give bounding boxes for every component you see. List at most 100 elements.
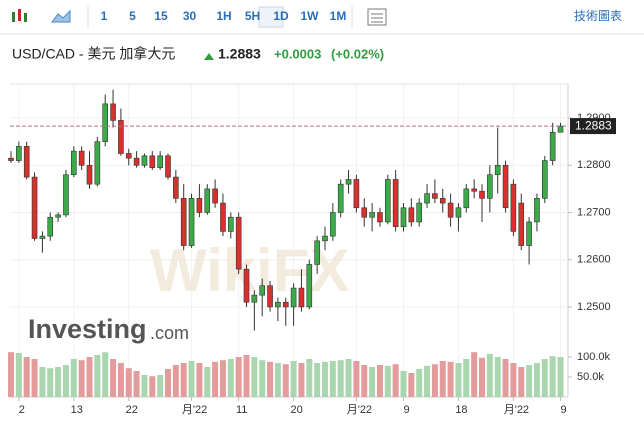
volume-bar (298, 363, 305, 397)
candle-body (110, 103, 116, 121)
candle-body (487, 174, 493, 199)
active-interval-bg (258, 6, 284, 28)
volume-bar (125, 368, 132, 397)
candle-body (94, 141, 101, 185)
candle-body (47, 216, 54, 237)
candle-body (149, 155, 156, 168)
volume-bar (55, 367, 62, 397)
candle-body (165, 155, 171, 178)
candle-body (204, 188, 211, 213)
volume-bar (361, 365, 368, 397)
candle-body (526, 221, 532, 246)
candle-body (39, 235, 46, 239)
volume-bar (463, 359, 470, 397)
volume-bar (329, 361, 336, 397)
candle-body (235, 216, 242, 270)
candle-body (259, 285, 266, 296)
volume-bar (259, 360, 266, 397)
candle-body (118, 120, 124, 154)
x-tick-label: 月'22 (504, 404, 529, 416)
y-tick-label: 1.2600 (577, 254, 611, 266)
candle-body (541, 160, 548, 199)
interval-button[interactable]: 1M (330, 9, 347, 23)
volume-bar (455, 363, 462, 397)
candle-body (337, 183, 344, 213)
candle-body (180, 198, 187, 246)
candle-body (298, 287, 305, 308)
x-tick-label: 13 (71, 404, 83, 416)
interval-button[interactable]: 5 (129, 9, 136, 23)
volume-bar (479, 357, 485, 397)
candle-body (196, 198, 203, 213)
interval-button[interactable]: 5H (245, 9, 260, 23)
candle-body (63, 174, 69, 216)
candle-body (377, 212, 383, 223)
candle-body (502, 164, 509, 209)
candle-body (510, 183, 517, 232)
volume-bar (212, 361, 219, 397)
candle-body (290, 287, 297, 308)
candle-body (251, 294, 258, 303)
price-tag (570, 118, 616, 135)
interval-button[interactable]: 30 (183, 9, 197, 23)
x-tick-label: 11 (236, 404, 247, 416)
volume-bar (180, 363, 187, 397)
chart-title: USD/CAD - 美元 加拿大元 (12, 46, 175, 62)
volume-bar (447, 361, 454, 397)
volume-bar (39, 367, 46, 397)
volume-bar (78, 360, 85, 397)
volume-bar (149, 376, 156, 397)
interval-button[interactable]: 1 (101, 9, 108, 23)
volume-bar (549, 356, 556, 397)
candle-body (220, 202, 226, 232)
x-tick-label: 月'22 (347, 404, 372, 416)
candle-body (534, 198, 540, 223)
y-tick-label: 1.2700 (577, 206, 611, 218)
interval-button[interactable]: 1W (301, 9, 320, 23)
volume-bar (8, 352, 14, 397)
interval-button[interactable]: 15 (154, 9, 168, 23)
area-icon[interactable] (51, 9, 71, 23)
volume-bar (526, 365, 533, 397)
candle-body (408, 207, 415, 223)
volume-bar (15, 353, 22, 397)
volume-bar (533, 363, 540, 397)
volume-bar (431, 364, 438, 397)
candle-body (157, 155, 163, 168)
volume-bar (502, 359, 509, 397)
volume-bar (518, 367, 525, 397)
volume-bar (110, 359, 117, 397)
volume-bar (235, 357, 242, 397)
volume-bar (384, 365, 391, 397)
table-icon[interactable] (367, 8, 387, 26)
candle-body (23, 146, 30, 178)
volume-bar (392, 364, 399, 397)
logo-domain: .com (150, 323, 189, 343)
candle-body (8, 157, 14, 161)
volume-bar (510, 363, 517, 397)
volume-bar (337, 360, 344, 397)
volume-bar (133, 371, 140, 397)
interval-button[interactable]: 1D (273, 9, 289, 23)
x-tick-label: 9 (560, 404, 566, 416)
technical-chart-link[interactable]: 技術圖表 (574, 9, 622, 23)
volume-bar (94, 355, 101, 397)
volume-bar (439, 361, 446, 397)
candle-body (369, 212, 375, 218)
candle-body (282, 301, 289, 308)
interval-button[interactable]: 1H (216, 9, 231, 23)
candle-body (361, 207, 368, 218)
volume-bar (282, 364, 289, 397)
volume-bar (541, 359, 548, 397)
volume-bar (353, 361, 360, 397)
candle-body (400, 207, 407, 227)
volume-bar (227, 359, 234, 397)
volume-bar (494, 357, 501, 397)
volume-bar (219, 360, 226, 397)
candle-body (16, 146, 22, 161)
candle-body (494, 164, 501, 176)
candle-icon[interactable] (12, 9, 27, 22)
x-tick-label: 月'22 (182, 404, 207, 416)
candle-body (439, 198, 446, 204)
